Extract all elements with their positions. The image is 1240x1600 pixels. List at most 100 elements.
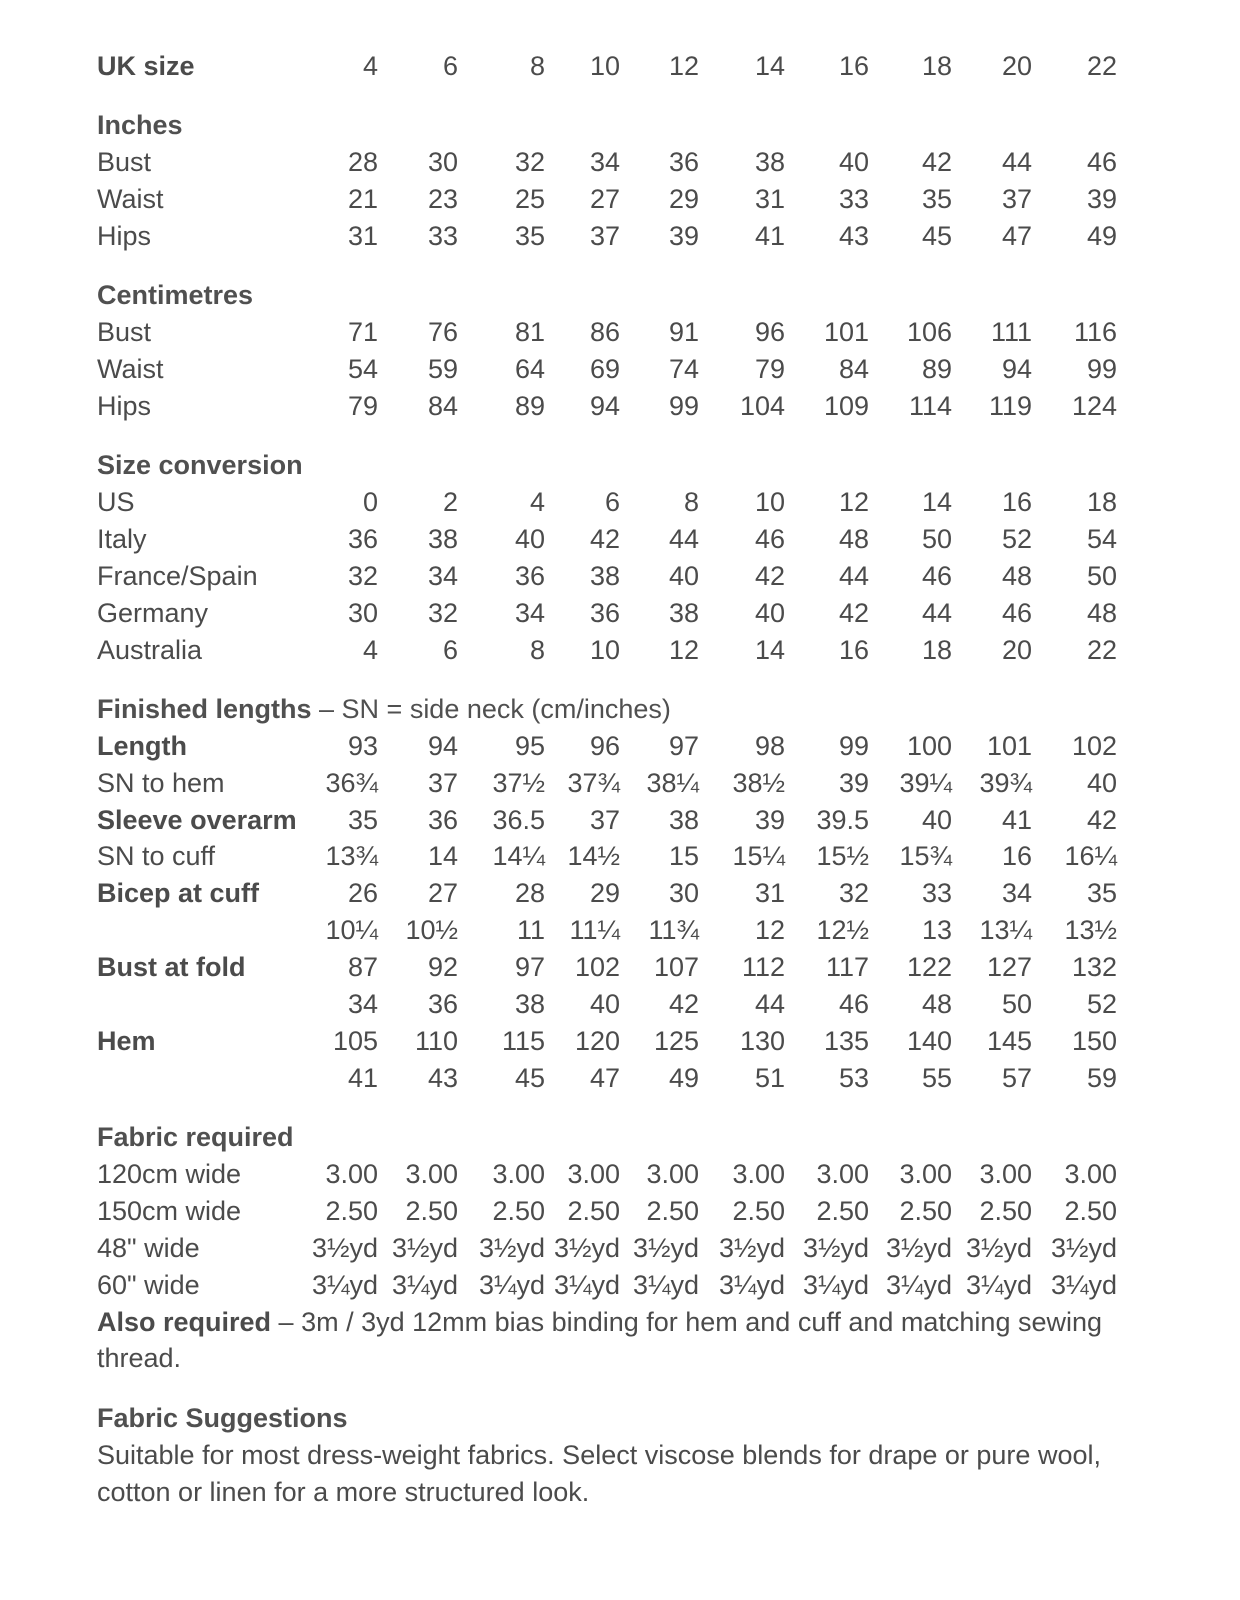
table-cell: 52 [1086,989,1117,1020]
table-cell: 39¼ [899,767,952,798]
table-cell: 18 [921,634,952,665]
table-cell: 34 [589,147,620,178]
table-cell: 12½ [816,915,869,946]
table-cell: 79 [754,354,785,385]
table-cell: 130 [739,1025,785,1056]
table-row: Italy 36 38 40 42 44 46 48 50 52 54 [97,521,1127,558]
table-cell: 2.50 [405,1195,458,1226]
fabric-suggestions-heading: Fabric Suggestions [97,1402,348,1433]
table-cell: 12 [668,634,699,665]
table-cell: 3¼yd [885,1269,952,1300]
table-cell: 12 [668,51,699,81]
table-cell: 37 [427,767,458,798]
table-cell: 21 [347,184,378,215]
row-label: Bust [97,317,152,348]
table-cell: 40 [514,523,545,554]
table-row: US 0 2 4 6 8 10 12 14 16 18 [97,484,1127,521]
row-label: SN to hem [97,767,225,798]
table-cell: 34 [427,560,458,591]
row-label: 150cm wide [97,1195,242,1226]
table-cell: 15¾ [899,841,952,872]
section-heading-title: Fabric required [97,1122,294,1153]
table-row: 41 43 45 47 49 51 53 55 57 59 [97,1060,1127,1097]
section-heading: Fabric required [97,1119,1127,1156]
table-cell: 69 [589,354,620,385]
table-cell: 140 [906,1025,952,1056]
table-cell: 11 [516,915,545,946]
table-cell: 36.5 [492,804,545,835]
table-cell: 10 [589,634,620,665]
table-cell: 41 [1001,804,1032,835]
table-cell: 10¼ [325,915,378,946]
table-cell: 16 [1001,841,1032,872]
table-cell: 48 [1086,597,1117,628]
table-cell: 45 [921,220,952,251]
table-cell: 12 [754,915,785,946]
table-cell: 47 [1001,220,1032,251]
size-chart-document: UK size 4 6 8 10 12 14 16 18 20 22 Inches Bust 28 30 32… [97,48,1127,1510]
table-cell: 33 [427,220,458,251]
table-row: Bust at fold 87 92 97 102 107 112 117 122 127 132 [97,949,1127,986]
table-cell: 44 [921,597,952,628]
table-cell: 102 [574,952,620,983]
table-cell: 95 [514,730,545,761]
table-cell: 34 [514,597,545,628]
table-cell: 46 [921,560,952,591]
table-cell: 44 [668,523,699,554]
section-heading-note: – SN = side neck (cm/inches) [311,693,671,724]
table-row: 10¼ 10½ 11 11¼ 11¾ 12 12½ 13 13¼ 13½ [97,912,1127,949]
table-cell: 2.50 [325,1195,378,1226]
table-cell: 28 [347,147,378,178]
table-cell: 35 [347,804,378,835]
table-cell: 101 [823,317,869,348]
table-cell: 41 [754,220,785,251]
table-cell: 34 [1001,878,1032,909]
table-cell: 89 [921,354,952,385]
table-cell: 145 [986,1025,1032,1056]
table-row: 120cm wide 3.00 3.00 3.00 3.00 3.00 3.00 3.00 3.… [97,1156,1127,1193]
table-cell: 2.50 [732,1195,785,1226]
table-cell: 44 [754,989,785,1020]
table-cell: 42 [754,560,785,591]
table-cell: 39 [754,804,785,835]
table-cell: 37¾ [567,767,620,798]
table-cell: 40 [589,989,620,1020]
table-cell: 3½yd [718,1232,785,1263]
table-cell: 124 [1071,390,1117,421]
row-label: 48" wide [97,1232,200,1263]
table-cell: 14 [427,841,458,872]
table-cell: 31 [347,220,378,251]
table-cell: 46 [754,523,785,554]
table-cell: 3¼yd [965,1269,1032,1300]
table-cell: 13¼ [979,915,1032,946]
table-cell: 36 [427,804,458,835]
table-cell: 15 [668,841,699,872]
table-cell: 50 [921,523,952,554]
table-cell: 39 [668,220,699,251]
table-cell: 57 [1001,1062,1032,1093]
table-cell: 31 [754,878,785,909]
row-label: Bust at fold [97,952,246,983]
table-cell: 114 [908,390,952,421]
table-cell: 38¼ [646,767,699,798]
also-required-label: Also required [97,1306,272,1337]
table-cell: 150 [1071,1025,1117,1056]
table-row: Bust 71 76 81 86 91 96 101 106 111 116 [97,314,1127,351]
table-cell: 3½yd [553,1232,620,1263]
section-heading: Finished lengths – SN = side neck (cm/in… [97,691,1127,728]
table-cell: 46 [838,989,869,1020]
table-cell: 37 [1001,184,1032,215]
size-table: UK size 4 6 8 10 12 14 16 18 20 22 Inches Bust 28 30 32… [97,48,1127,1304]
also-required-note: Also required – 3m / 3yd 12mm bias bindi… [97,1304,1127,1378]
table-cell: 14 [754,634,785,665]
table-cell: 29 [589,878,620,909]
table-cell: 3¼yd [1050,1269,1117,1300]
row-label: Bust [97,147,152,178]
table-cell: 18 [921,51,952,81]
table-cell: 26 [347,878,378,909]
table-cell: 43 [838,220,869,251]
table-cell: 99 [838,730,869,761]
table-cell: 107 [653,952,699,983]
table-cell: 71 [347,317,378,348]
table-cell: 38 [668,804,699,835]
